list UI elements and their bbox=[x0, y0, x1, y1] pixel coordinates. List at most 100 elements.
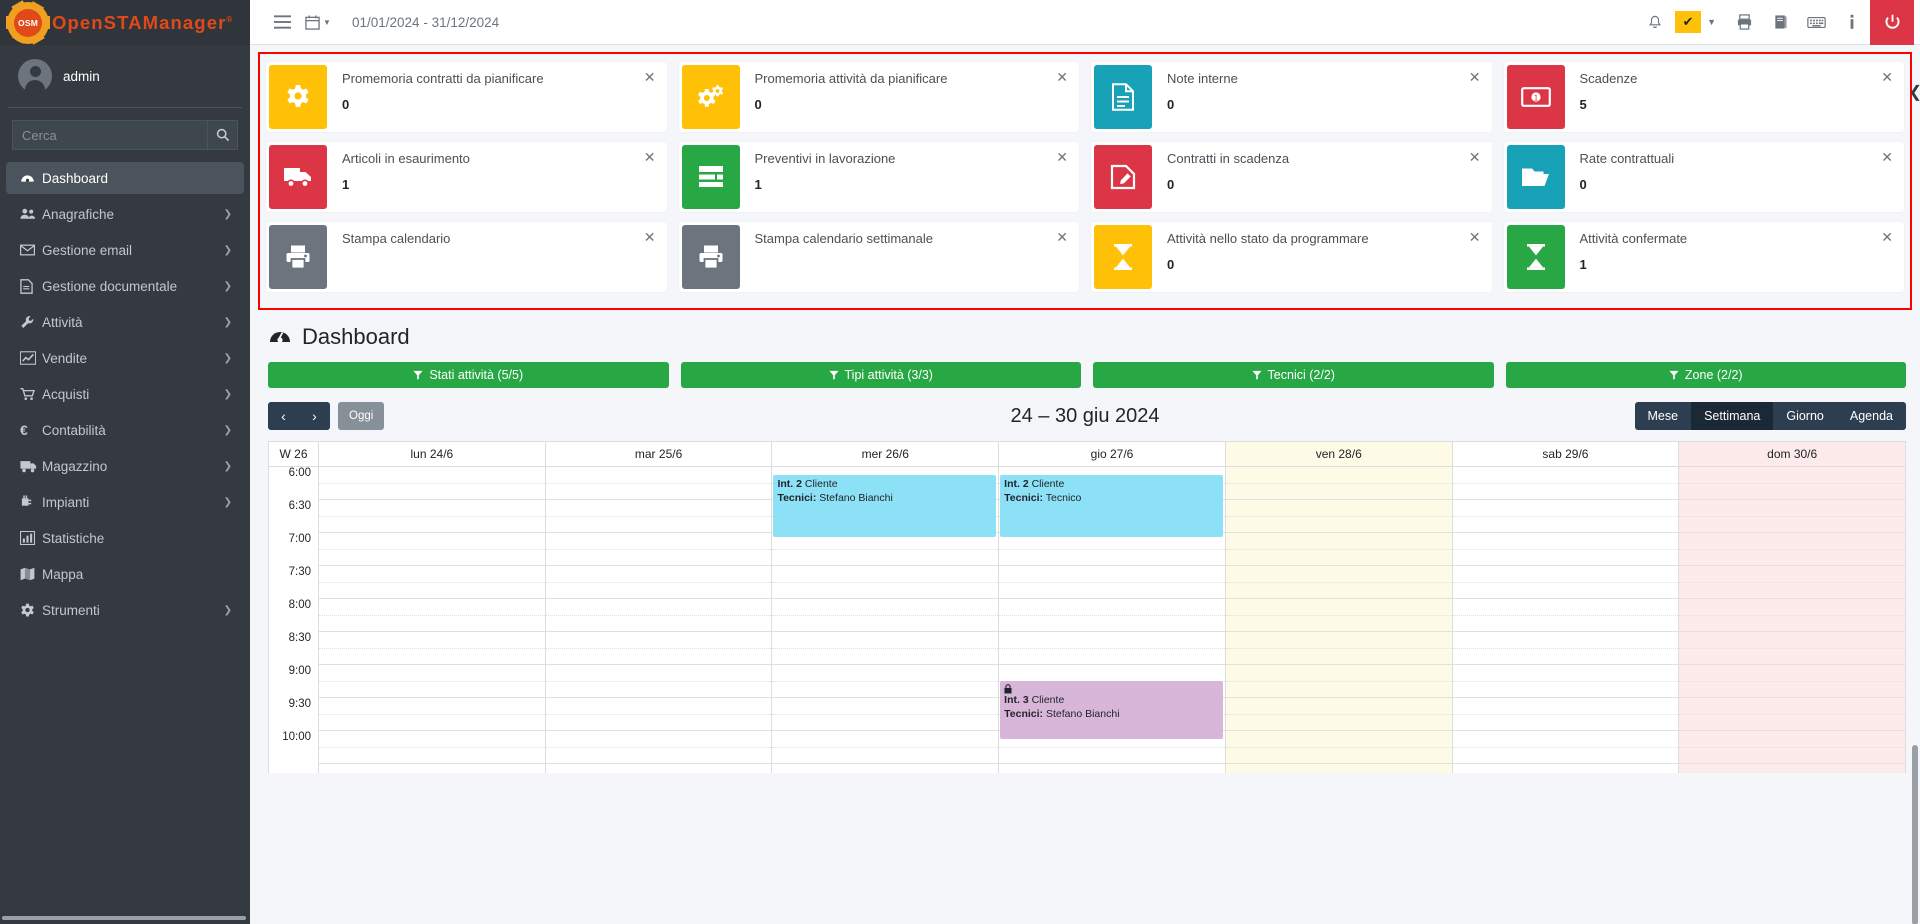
widgets-panel: Promemoria contratti da pianificare 0 ✕ Pro… bbox=[258, 52, 1920, 310]
calendar-view-switcher: Mese Settimana Giorno Agenda bbox=[1634, 402, 1906, 430]
calendar-day-column[interactable]: Int. 2 Cliente Tecnici: Tecnico Int. 3 Cli… bbox=[999, 467, 1226, 773]
calendar-day-header[interactable]: lun 24/6 bbox=[319, 442, 546, 466]
calendar-today-button[interactable]: Oggi bbox=[338, 402, 385, 430]
sidebar-item-dashboard[interactable]: Dashboard bbox=[6, 162, 244, 194]
power-icon bbox=[1885, 14, 1899, 29]
widget-card[interactable]: Stampa calendario ✕ bbox=[266, 222, 667, 292]
widget-title: Promemoria attività da pianificare bbox=[754, 71, 948, 86]
main-area: ▼ 01/01/2024 - 31/12/2024 ✔ ▼ bbox=[250, 0, 1920, 924]
sidebar-item-mappa[interactable]: Mappa bbox=[6, 558, 244, 590]
widget-card[interactable]: Attività nello stato da programmare 0 ✕ bbox=[1091, 222, 1492, 292]
widget-close-button[interactable]: ✕ bbox=[643, 69, 656, 85]
calendar: W 26 lun 24/6 mar 25/6 mer 26/6 gio 27/6 ven … bbox=[268, 441, 1906, 773]
widget-close-button[interactable]: ✕ bbox=[1056, 229, 1068, 245]
filter-button[interactable]: Tipi attività (3/3) bbox=[680, 362, 1081, 388]
calendar-prev-button[interactable]: ‹ bbox=[268, 402, 299, 430]
users-icon bbox=[20, 207, 42, 221]
widget-close-button[interactable]: ✕ bbox=[1881, 69, 1893, 85]
info-button[interactable] bbox=[1834, 5, 1870, 39]
filter-button[interactable]: Zone (2/2) bbox=[1505, 362, 1906, 388]
calendar-day-column[interactable] bbox=[1225, 467, 1453, 773]
widget-close-button[interactable]: ✕ bbox=[1056, 149, 1068, 165]
calendar-next-button[interactable]: › bbox=[299, 402, 330, 430]
calendar-day-column[interactable] bbox=[319, 467, 546, 773]
widget-close-button[interactable]: ✕ bbox=[1468, 229, 1481, 245]
widget-card[interactable]: Preventivi in lavorazione 1 ✕ bbox=[678, 142, 1079, 212]
calendar-day-column[interactable]: Int. 2 Cliente Tecnici: Stefano Bianchi bbox=[772, 467, 1000, 773]
sidebar-item-gestione-email[interactable]: Gestione email ❯ bbox=[6, 234, 244, 266]
hamburger-menu-button[interactable] bbox=[264, 5, 300, 39]
widget-title: Articoli in esaurimento bbox=[342, 151, 470, 166]
widget-close-button[interactable]: ✕ bbox=[643, 229, 656, 245]
widget-card[interactable]: Promemoria contratti da pianificare 0 ✕ bbox=[266, 62, 667, 132]
widget-close-button[interactable]: ✕ bbox=[1881, 149, 1893, 165]
calendar-day-header[interactable]: gio 27/6 bbox=[999, 442, 1226, 466]
sidebar-item-gestione-documentale[interactable]: Gestione documentale ❯ bbox=[6, 270, 244, 302]
user-panel[interactable]: admin bbox=[8, 45, 242, 108]
brand-name-text: OpenSTAManager bbox=[52, 11, 227, 33]
calendar-event[interactable]: Int. 3 Cliente Tecnici: Stefano Bianchi bbox=[1000, 681, 1223, 739]
keyboard-shortcuts-button[interactable] bbox=[1798, 5, 1834, 39]
sidebar-item-contabilit[interactable]: € Contabilità ❯ bbox=[6, 414, 244, 446]
calendar-day-column[interactable] bbox=[1679, 467, 1906, 773]
calendar-day-header[interactable]: dom 30/6 bbox=[1679, 442, 1906, 466]
widget-card[interactable]: Attività confermate 1 ✕ bbox=[1503, 222, 1904, 292]
brand-logo-area[interactable]: OSM OpenSTAManager® bbox=[0, 0, 250, 45]
calendar-range-button[interactable]: ▼ bbox=[300, 5, 336, 39]
sidebar-item-magazzino[interactable]: Magazzino ❯ bbox=[6, 450, 244, 482]
calendar-day-column[interactable] bbox=[1452, 467, 1680, 773]
widget-value: 0 bbox=[1167, 97, 1175, 112]
status-badge[interactable]: ✔ bbox=[1675, 11, 1702, 33]
chevron-down-icon[interactable]: ▼ bbox=[1707, 17, 1716, 27]
widget-title: Contratti in scadenza bbox=[1167, 151, 1290, 166]
widget-card[interactable]: 1 Scadenze 5 ✕ bbox=[1503, 62, 1904, 132]
calendar-event[interactable]: Int. 2 Cliente Tecnici: Tecnico bbox=[1000, 475, 1223, 537]
widget-card[interactable]: Contratti in scadenza 0 ✕ bbox=[1091, 142, 1492, 212]
panel-collapse-toggle[interactable]: ❮ bbox=[1909, 82, 1920, 102]
calendar-view-agenda[interactable]: Agenda bbox=[1836, 402, 1906, 430]
logout-button[interactable] bbox=[1870, 0, 1914, 45]
sidebar-item-impianti[interactable]: Impianti ❯ bbox=[6, 486, 244, 518]
sidebar-item-statistiche[interactable]: Statistiche bbox=[6, 522, 244, 554]
content-scrollbar[interactable] bbox=[1912, 745, 1918, 924]
chevron-right-icon: ❯ bbox=[223, 352, 232, 364]
widget-close-button[interactable]: ✕ bbox=[1468, 69, 1481, 85]
widget-close-button[interactable]: ✕ bbox=[1468, 149, 1481, 165]
calendar-view-settimana[interactable]: Settimana bbox=[1691, 402, 1774, 430]
widget-card[interactable]: Note interne 0 ✕ bbox=[1091, 62, 1492, 132]
widget-close-button[interactable]: ✕ bbox=[1881, 229, 1893, 245]
manual-button[interactable] bbox=[1762, 5, 1798, 39]
sidebar-item-attivit[interactable]: Attività ❯ bbox=[6, 306, 244, 338]
calendar-event[interactable]: Int. 2 Cliente Tecnici: Stefano Bianchi bbox=[773, 475, 997, 537]
filter-button[interactable]: Tecnici (2/2) bbox=[1093, 362, 1494, 388]
sidebar-scrollbar[interactable] bbox=[2, 916, 246, 920]
sidebar-item-acquisti[interactable]: Acquisti ❯ bbox=[6, 378, 244, 410]
filter-button[interactable]: Stati attività (5/5) bbox=[268, 362, 669, 388]
widget-card[interactable]: Promemoria attività da pianificare 0 ✕ bbox=[678, 62, 1079, 132]
widget-close-button[interactable]: ✕ bbox=[643, 149, 656, 165]
sidebar-item-strumenti[interactable]: Strumenti ❯ bbox=[6, 594, 244, 626]
calendar-day-column[interactable] bbox=[545, 467, 773, 773]
search-button[interactable] bbox=[207, 120, 238, 150]
calendar-day-header[interactable]: mer 26/6 bbox=[772, 442, 1000, 466]
sidebar-item-anagrafiche[interactable]: Anagrafiche ❯ bbox=[6, 198, 244, 230]
notifications-button[interactable] bbox=[1637, 5, 1673, 39]
filter-icon bbox=[828, 370, 839, 380]
envelope-icon bbox=[20, 244, 42, 256]
widget-close-button[interactable]: ✕ bbox=[1056, 69, 1068, 85]
widget-card[interactable]: Stampa calendario settimanale ✕ bbox=[678, 222, 1079, 292]
calendar-day-header[interactable]: mar 25/6 bbox=[546, 442, 773, 466]
calendar-day-header[interactable]: sab 29/6 bbox=[1453, 442, 1680, 466]
calendar-week-label: W 26 bbox=[269, 442, 319, 466]
sidebar-item-vendite[interactable]: Vendite ❯ bbox=[6, 342, 244, 374]
calendar-time-label: 6:00 bbox=[288, 467, 311, 479]
document-icon bbox=[1094, 65, 1152, 129]
search-input[interactable] bbox=[12, 120, 207, 150]
calendar-view-mese[interactable]: Mese bbox=[1634, 402, 1692, 430]
widget-card[interactable]: Articoli in esaurimento 1 ✕ bbox=[266, 142, 667, 212]
print-button[interactable] bbox=[1726, 5, 1762, 39]
calendar-nav-group: ‹ › bbox=[268, 402, 330, 430]
widget-card[interactable]: Rate contrattuali 0 ✕ bbox=[1503, 142, 1904, 212]
calendar-view-giorno[interactable]: Giorno bbox=[1773, 402, 1837, 430]
calendar-day-header[interactable]: ven 28/6 bbox=[1225, 442, 1453, 466]
